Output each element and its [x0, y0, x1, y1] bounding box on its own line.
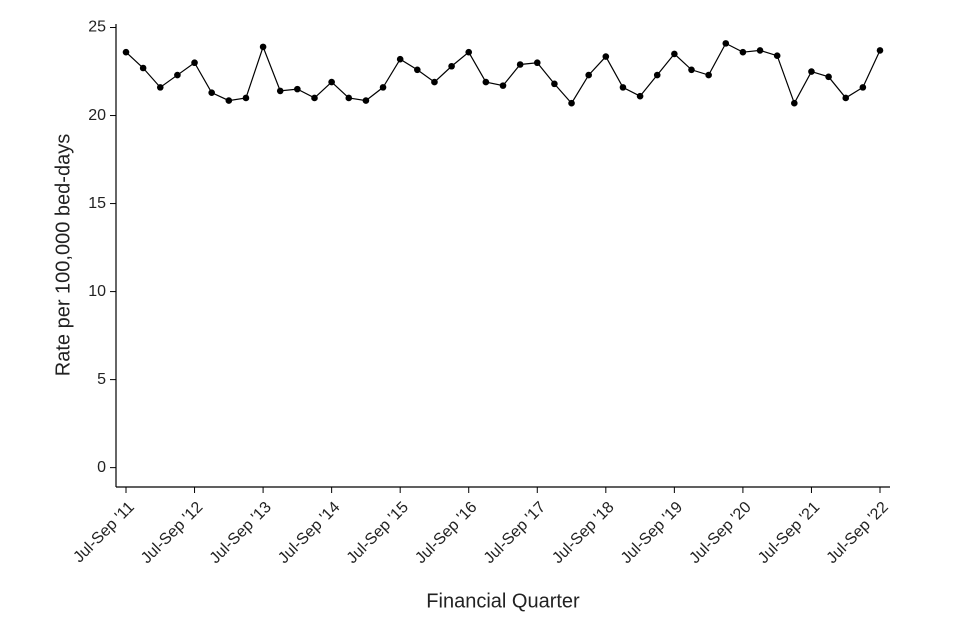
x-tick-label: Jul-Sep '13 [207, 499, 275, 567]
data-point [722, 40, 730, 47]
data-point [328, 78, 335, 86]
x-tick-label: Jul-Sep '16 [412, 499, 480, 567]
y-tick-label: 0 [97, 459, 106, 476]
data-point [482, 78, 490, 86]
y-tick-label: 5 [97, 371, 106, 388]
data-point [619, 84, 627, 91]
y-tick-label: 15 [88, 195, 106, 212]
data-point [551, 80, 558, 88]
x-tick-label: Jul-Sep '20 [686, 499, 754, 567]
data-point [859, 84, 867, 91]
data-point [448, 62, 455, 70]
data-point [156, 84, 164, 91]
data-point [516, 61, 524, 68]
x-tick-label: Jul-Sep '22 [824, 499, 892, 567]
x-tick-label: Jul-Sep '12 [138, 499, 206, 567]
data-point [808, 68, 815, 75]
x-tick-label: Jul-Sep '11 [70, 499, 138, 567]
x-axis-title: Financial Quarter [426, 590, 580, 612]
data-point [773, 52, 781, 59]
data-point [122, 48, 130, 56]
data-point [345, 94, 353, 102]
y-tick-label: 10 [88, 283, 106, 300]
series-line [125, 42, 881, 105]
data-point [208, 89, 215, 96]
data-point [139, 64, 147, 72]
data-point [876, 47, 884, 54]
data-point [362, 97, 370, 104]
data-point [294, 85, 301, 93]
data-point [842, 94, 850, 102]
data-point [259, 43, 267, 51]
data-point [671, 50, 678, 58]
x-tick-label: Jul-Sep '17 [481, 499, 549, 567]
data-point [276, 87, 284, 95]
data-point [739, 48, 747, 56]
data-point [602, 53, 610, 60]
data-point [705, 71, 712, 79]
data-point [225, 97, 233, 104]
y-tick-label: 25 [88, 19, 106, 36]
data-point [791, 99, 798, 107]
data-point [311, 94, 318, 102]
data-point [191, 59, 198, 67]
x-tick-label: Jul-Sep '14 [275, 499, 343, 567]
data-point [431, 78, 438, 86]
data-point [465, 48, 473, 56]
data-point [379, 84, 387, 91]
data-point [568, 99, 575, 107]
x-tick-label: Jul-Sep '18 [549, 499, 617, 567]
x-tick-label: Jul-Sep '19 [618, 499, 686, 567]
data-point [242, 94, 250, 102]
y-tick-label: 20 [88, 107, 106, 124]
data-point [636, 92, 644, 100]
data-point [499, 82, 507, 89]
x-tick-label: Jul-Sep '15 [344, 499, 412, 567]
data-point [414, 66, 421, 74]
data-point [688, 66, 695, 74]
data-point [174, 71, 181, 79]
data-point [825, 73, 832, 81]
data-point [653, 71, 661, 79]
data-point [396, 55, 404, 63]
x-tick-label: Jul-Sep '21 [755, 499, 823, 567]
data-point [533, 59, 541, 67]
y-axis-title: Rate per 100,000 bed-days [52, 134, 74, 376]
data-point [585, 71, 592, 79]
data-point [756, 47, 764, 54]
